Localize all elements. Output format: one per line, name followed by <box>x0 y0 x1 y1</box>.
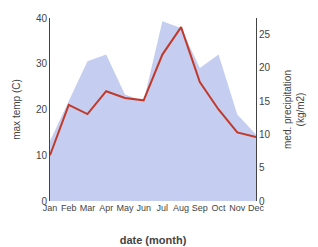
svg-text:10: 10 <box>36 150 48 161</box>
svg-text:Nov: Nov <box>229 203 246 213</box>
svg-text:Oct: Oct <box>212 203 227 213</box>
svg-text:5: 5 <box>259 162 265 173</box>
svg-text:Feb: Feb <box>61 203 77 213</box>
svg-text:med. precipitation(kg/m2): med. precipitation(kg/m2) <box>282 70 306 149</box>
svg-text:Apr: Apr <box>99 203 113 213</box>
svg-text:May: May <box>116 203 134 213</box>
svg-text:10: 10 <box>259 129 271 140</box>
svg-text:Mar: Mar <box>80 203 96 213</box>
svg-text:20: 20 <box>36 104 48 115</box>
svg-text:Dec: Dec <box>248 203 265 213</box>
svg-text:Jan: Jan <box>43 203 58 213</box>
svg-text:Aug: Aug <box>173 203 189 213</box>
svg-text:30: 30 <box>36 58 48 69</box>
svg-text:15: 15 <box>259 96 271 107</box>
svg-text:Jul: Jul <box>157 203 169 213</box>
svg-text:0: 0 <box>41 196 47 207</box>
svg-text:max temp (C): max temp (C) <box>11 79 22 140</box>
svg-text:20: 20 <box>259 62 271 73</box>
svg-text:0: 0 <box>259 196 265 207</box>
svg-text:Sep: Sep <box>192 203 208 213</box>
svg-text:40: 40 <box>36 13 48 24</box>
svg-text:25: 25 <box>259 29 271 40</box>
svg-text:Jun: Jun <box>136 203 151 213</box>
svg-text:date (month): date (month) <box>120 234 187 246</box>
